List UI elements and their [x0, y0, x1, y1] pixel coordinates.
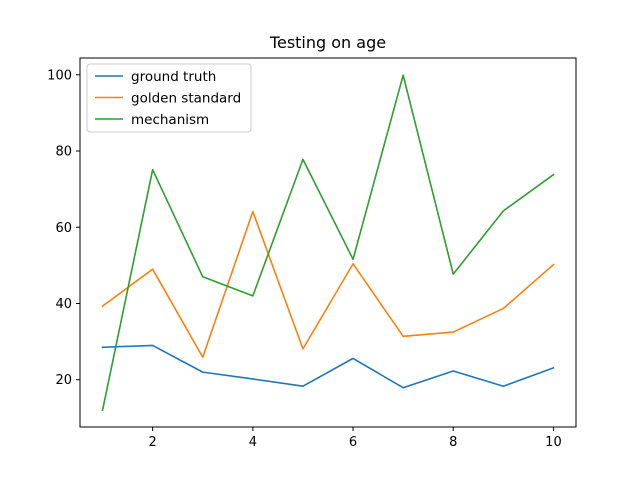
legend-label: mechanism: [131, 112, 209, 128]
axes-layer: 2 4 6 8 10 20 40 60 80 100: [47, 57, 577, 450]
y-tick-label: 20: [55, 373, 72, 388]
y-tick-label: 100: [47, 68, 72, 83]
y-tick-label: 40: [55, 297, 72, 312]
legend-box: [86, 63, 252, 133]
y-tick-label: 60: [55, 221, 72, 236]
series-layer: [101, 74, 555, 412]
x-tick-label: 6: [349, 435, 357, 450]
series-line-mechanism: [101, 74, 555, 412]
legend-label: golden standard: [131, 91, 241, 107]
x-tick-label: 4: [249, 435, 257, 450]
axes-frame: [79, 57, 577, 428]
legend-label: ground truth: [131, 69, 216, 85]
series-line-golden-standard: [101, 210, 555, 359]
chart-title: Testing on age: [269, 33, 386, 52]
x-tick-label: 8: [449, 435, 457, 450]
series-line-ground-truth: [101, 344, 555, 389]
y-tick-label: 80: [55, 145, 72, 160]
x-tick-label: 2: [149, 435, 157, 450]
legend: ground truth golden standard mechanism: [86, 63, 252, 133]
x-tick-label: 10: [545, 435, 562, 450]
